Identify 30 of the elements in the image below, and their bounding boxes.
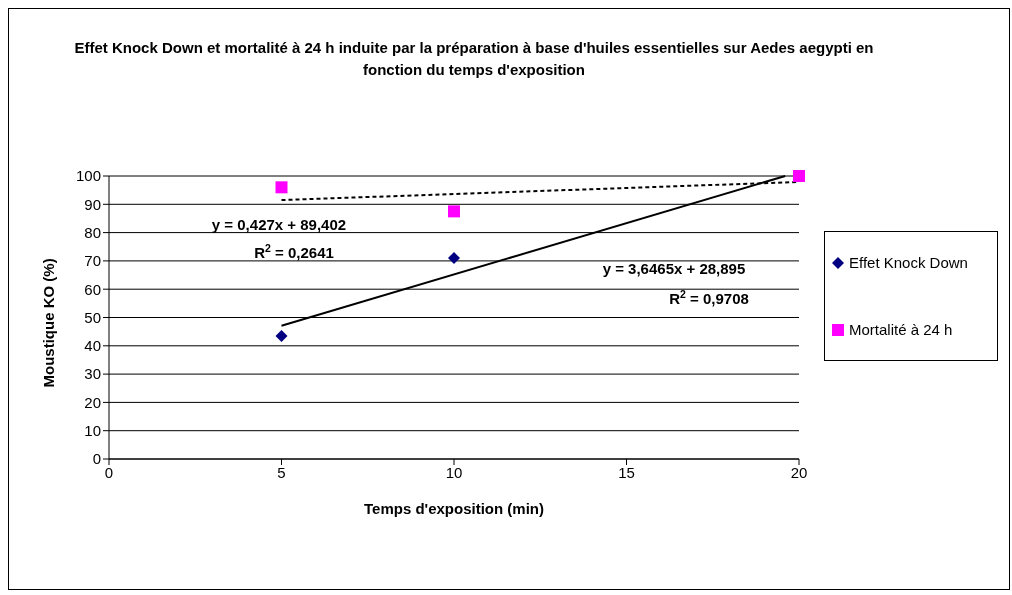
y-tick-label: 70 <box>84 252 101 270</box>
chart-title: Effet Knock Down et mortalité à 24 h induite par la préparation à base d'huiles essentielles sur Aedes aegypti en fonction du temps d'exposition <box>73 38 875 80</box>
point <box>448 252 460 265</box>
y-tick-label: 30 <box>84 365 101 383</box>
y-tick-label: 40 <box>84 337 101 355</box>
x-tick-label: 20 <box>790 463 808 481</box>
y-tick-label: 90 <box>84 195 101 213</box>
point <box>448 205 460 218</box>
y-tick-label: 0 <box>92 450 101 468</box>
x-tick-label: 5 <box>277 463 286 481</box>
y-tick-label: 80 <box>84 223 101 241</box>
y-tick-label: 60 <box>84 280 101 298</box>
x-tick-label: 15 <box>618 463 635 481</box>
point <box>275 181 288 194</box>
x-tick-label: 10 <box>445 463 463 481</box>
x-axis-title: Temps d'exposition (min) <box>364 500 544 517</box>
y-tick-label: 50 <box>84 308 101 326</box>
point <box>275 329 288 342</box>
x-tick-label: 0 <box>104 463 114 481</box>
y-axis-title: Moustique KO (%) <box>40 258 58 388</box>
legend-label: Effet Knock Down <box>849 254 968 271</box>
point <box>793 170 805 182</box>
y-tick-label: 10 <box>84 422 101 440</box>
annotation: y = 3,6465x + 28,895 <box>602 260 746 277</box>
y-tick-label: 100 <box>75 167 101 185</box>
annotation: y = 0,427x + 89,402 <box>211 216 347 233</box>
legend-label: Mortalité à 24 h <box>849 321 953 338</box>
annotation: R$^{2}$ = 0,9708 <box>669 288 749 307</box>
annotation: R$^{2}$ = 0,2641 <box>254 242 334 261</box>
y-tick-label: 20 <box>84 393 101 411</box>
